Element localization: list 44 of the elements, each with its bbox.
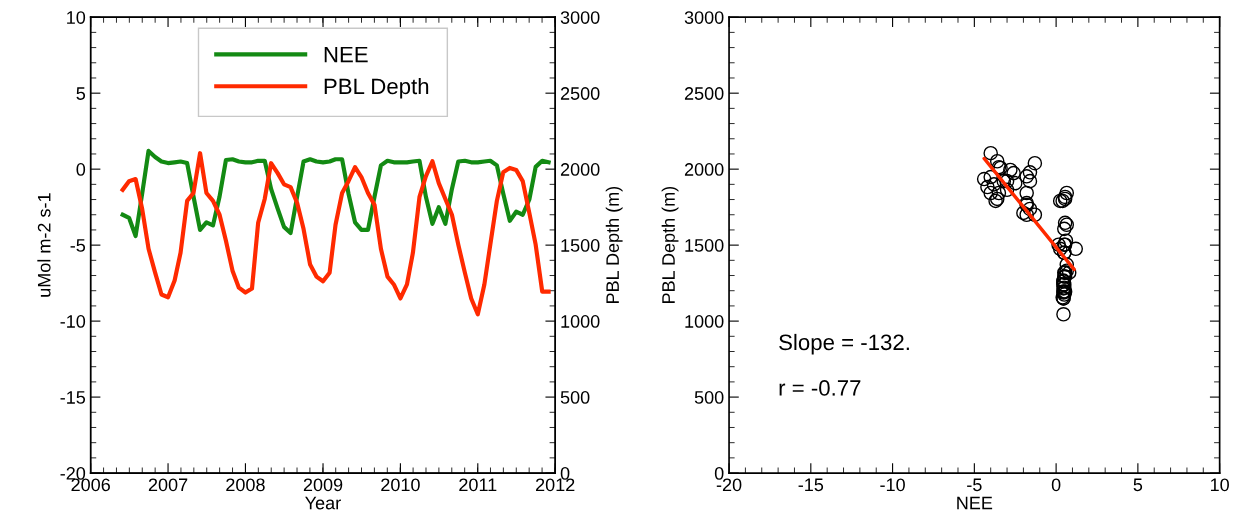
y-tick-label: -10 xyxy=(60,315,86,328)
y-tick-label: -5 xyxy=(70,239,86,252)
y-tick-label: 0 xyxy=(76,163,86,176)
x-tick-label: -20 xyxy=(716,478,742,492)
legend-label: NEE xyxy=(324,46,368,63)
x-tick-label: 5 xyxy=(1133,478,1143,492)
y2-axis-title: PBL Depth (m) xyxy=(605,186,623,304)
x-tick-label: -5 xyxy=(967,478,982,492)
y-tick-label: -15 xyxy=(60,391,86,404)
y-tick-label: 0 xyxy=(714,467,724,480)
y-axis-title: uMol m-2 s-1 xyxy=(37,193,51,297)
y-axis-title: PBL Depth (m) xyxy=(661,186,679,304)
y2-tick-label: 2000 xyxy=(560,163,600,176)
x-tick-label: 2007 xyxy=(148,478,188,492)
y-tick-label: 500 xyxy=(694,391,724,404)
x-axis-title: NEE xyxy=(957,496,993,510)
x-tick-label: -10 xyxy=(880,478,905,492)
y2-tick-label: 3000 xyxy=(560,11,600,24)
x-tick-label: 2009 xyxy=(303,478,343,492)
x-tick-label: 10 xyxy=(1210,478,1229,492)
y2-tick-label: 1500 xyxy=(561,239,600,252)
x-tick-label: 0 xyxy=(1051,478,1061,492)
annotation: r = -0.77 xyxy=(779,380,861,396)
y2-tick-label: 500 xyxy=(560,391,590,404)
y-tick-label: 10 xyxy=(67,11,86,24)
x-tick-label: 2011 xyxy=(459,478,497,492)
annotation: Slope = -132. xyxy=(779,333,909,355)
x-tick-label: 2010 xyxy=(381,478,420,492)
x-tick-label: -15 xyxy=(798,478,824,492)
x-tick-label: 2012 xyxy=(536,478,575,492)
x-tick-label: 2008 xyxy=(226,478,265,492)
x-axis-title: Year xyxy=(305,496,341,510)
y-tick-label: 2500 xyxy=(684,87,724,100)
y-tick-label: 1500 xyxy=(685,239,724,252)
y-tick-label: 5 xyxy=(76,87,86,100)
x-tick-label: 2006 xyxy=(71,478,110,492)
y2-tick-label: 2500 xyxy=(560,87,600,100)
y-tick-label: 2000 xyxy=(684,163,724,176)
y2-tick-label: 1000 xyxy=(561,315,600,328)
y-tick-label: 1000 xyxy=(685,315,724,328)
y-tick-label: -20 xyxy=(60,467,86,480)
legend-label: PBL Depth xyxy=(324,77,429,99)
y-tick-label: 3000 xyxy=(684,11,724,24)
y2-tick-label: 0 xyxy=(560,467,570,480)
